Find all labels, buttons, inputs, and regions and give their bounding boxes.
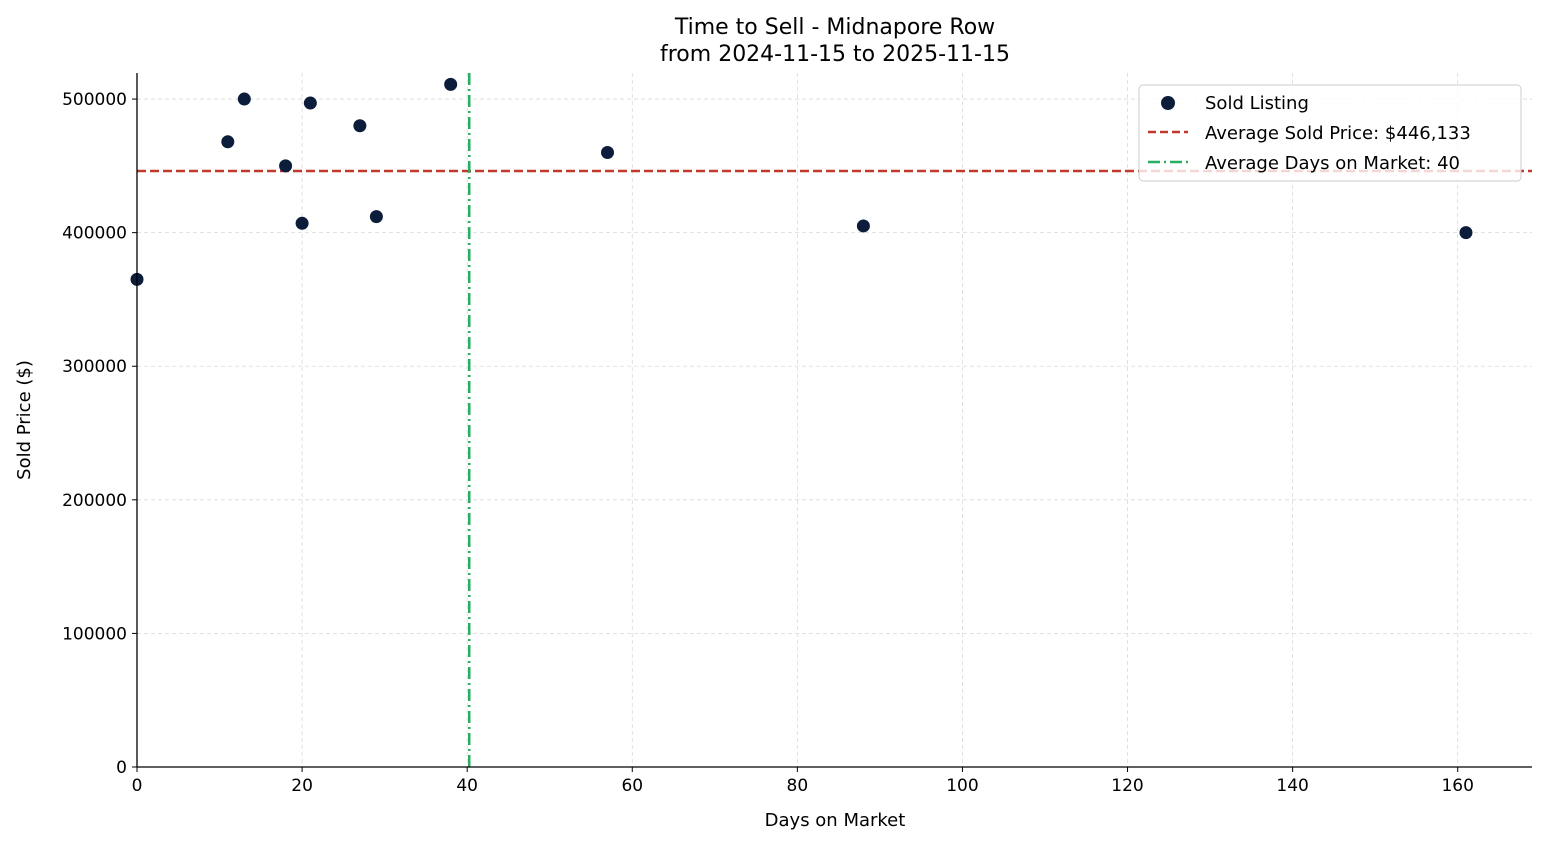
data-point xyxy=(601,145,615,159)
data-point xyxy=(237,92,251,106)
x-tick-label: 120 xyxy=(1111,776,1143,796)
y-tick-label: 100000 xyxy=(62,624,127,644)
x-tick-label: 60 xyxy=(621,776,643,796)
x-tick-label: 80 xyxy=(787,776,809,796)
y-tick-label: 500000 xyxy=(62,90,127,110)
x-tick-label: 100 xyxy=(946,776,978,796)
chart-subtitle: from 2024-11-15 to 2025-11-15 xyxy=(660,42,1010,67)
axes xyxy=(132,73,1532,772)
x-tick-label: 160 xyxy=(1441,776,1473,796)
chart-title: Time to Sell - Midnapore Row xyxy=(674,15,995,40)
data-point xyxy=(279,159,293,173)
x-tick-label: 140 xyxy=(1276,776,1308,796)
y-axis-label: Sold Price ($) xyxy=(14,360,35,480)
data-point xyxy=(444,77,458,91)
x-tick-label: 20 xyxy=(291,776,313,796)
data-point xyxy=(295,216,309,230)
legend-box xyxy=(1138,84,1522,182)
y-tick-label: 200000 xyxy=(62,491,127,511)
data-point xyxy=(353,119,367,133)
legend: Sold Listing Average Sold Price: $446,133… xyxy=(1138,84,1522,182)
y-tick-label: 300000 xyxy=(62,357,127,377)
data-points xyxy=(130,77,1473,286)
legend-marker-sold xyxy=(1161,96,1175,110)
x-tick-label: 0 xyxy=(132,776,143,796)
tick-labels: 0 20 40 60 80 100 120 140 160 0 100000 200000 300000… xyxy=(62,90,1474,796)
data-point xyxy=(856,219,870,233)
data-point xyxy=(1459,226,1473,240)
legend-label-avg-price: Average Sold Price: $446,133 xyxy=(1205,123,1471,144)
y-tick-label: 400000 xyxy=(62,224,127,244)
data-point xyxy=(221,135,235,149)
legend-label-avg-days: Average Days on Market: 40 xyxy=(1205,153,1460,174)
x-tick-label: 40 xyxy=(456,776,478,796)
x-axis-label: Days on Market xyxy=(765,810,906,831)
y-tick-label: 0 xyxy=(116,758,127,778)
legend-label-sold: Sold Listing xyxy=(1205,93,1309,114)
data-point xyxy=(303,96,317,110)
data-point xyxy=(369,210,383,224)
